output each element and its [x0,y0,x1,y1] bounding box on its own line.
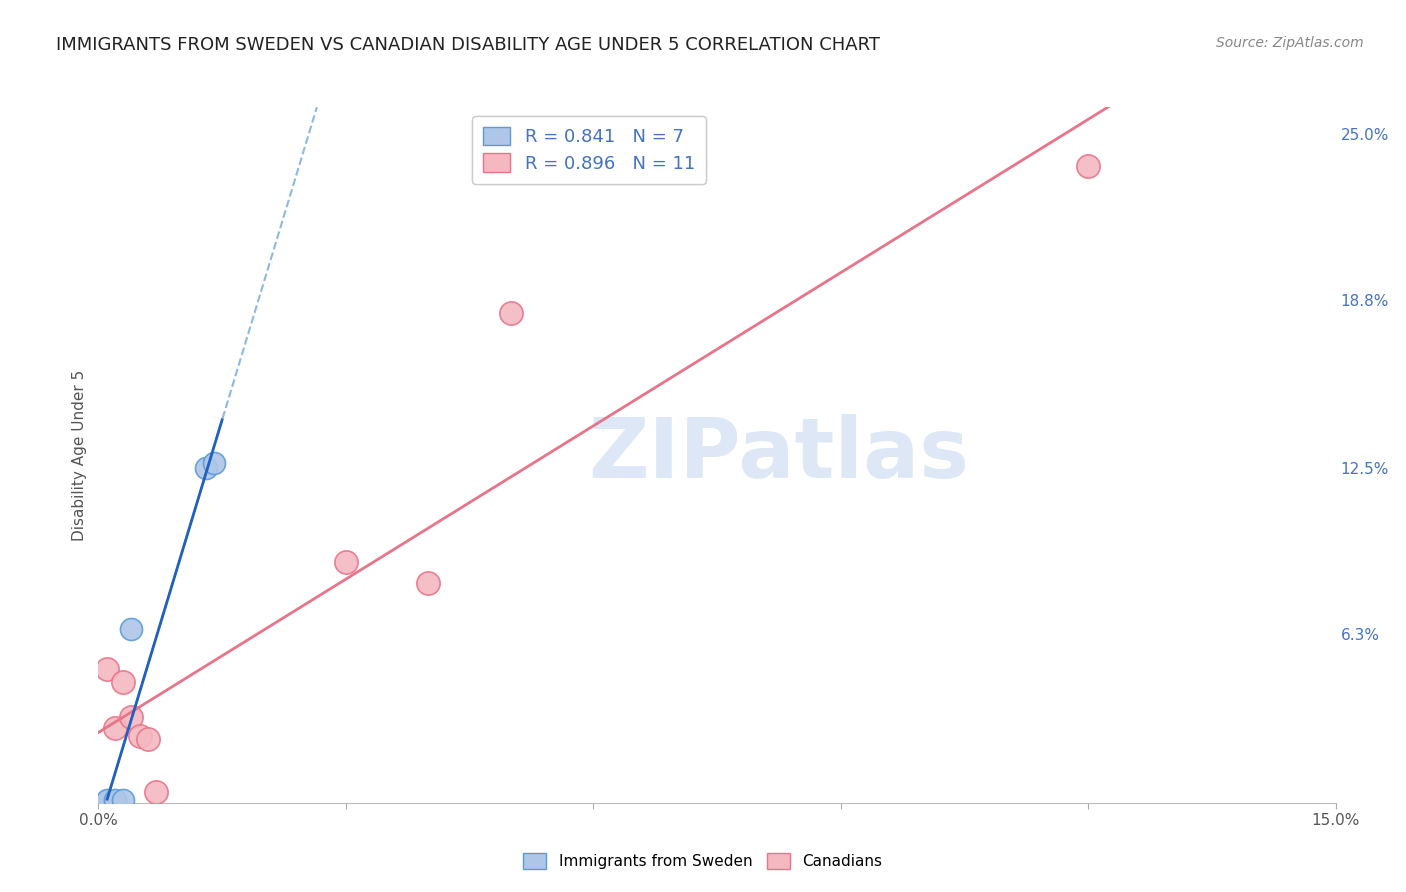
Text: IMMIGRANTS FROM SWEDEN VS CANADIAN DISABILITY AGE UNDER 5 CORRELATION CHART: IMMIGRANTS FROM SWEDEN VS CANADIAN DISAB… [56,36,880,54]
Y-axis label: Disability Age Under 5: Disability Age Under 5 [72,369,87,541]
Legend: R = 0.841   N = 7, R = 0.896   N = 11: R = 0.841 N = 7, R = 0.896 N = 11 [472,116,706,184]
Point [145,785,167,799]
Point [194,461,217,475]
Point [96,793,118,807]
Text: ZIPatlas: ZIPatlas [589,415,969,495]
Point [104,721,127,735]
Point [499,306,522,320]
Point [120,622,142,636]
Point [112,675,135,690]
Point [128,729,150,743]
Point [335,555,357,569]
Point [120,710,142,724]
Legend: Immigrants from Sweden, Canadians: Immigrants from Sweden, Canadians [517,847,889,875]
Point [112,793,135,807]
Point [202,456,225,470]
Text: Source: ZipAtlas.com: Source: ZipAtlas.com [1216,36,1364,50]
Point [96,795,118,808]
Point [136,731,159,746]
Point [418,576,440,591]
Point [96,662,118,676]
Point [104,793,127,807]
Point [1077,159,1099,173]
